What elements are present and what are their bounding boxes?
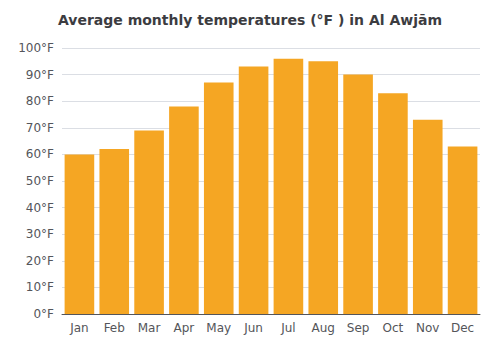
svg-text:Oct: Oct	[383, 321, 404, 335]
svg-text:Apr: Apr	[174, 321, 195, 335]
svg-text:May: May	[206, 321, 231, 335]
svg-text:Feb: Feb	[104, 321, 125, 335]
svg-text:100°F: 100°F	[18, 41, 54, 55]
svg-text:70°F: 70°F	[26, 121, 54, 135]
svg-text:Jan: Jan	[69, 321, 89, 335]
svg-text:Sep: Sep	[347, 321, 370, 335]
svg-text:Jul: Jul	[280, 321, 295, 335]
svg-text:0°F: 0°F	[33, 307, 54, 321]
svg-text:Nov: Nov	[416, 321, 439, 335]
svg-text:60°F: 60°F	[26, 147, 54, 161]
svg-text:80°F: 80°F	[26, 94, 54, 108]
svg-text:20°F: 20°F	[26, 254, 54, 268]
svg-text:Aug: Aug	[312, 321, 335, 335]
svg-text:10°F: 10°F	[26, 280, 54, 294]
svg-text:40°F: 40°F	[26, 201, 54, 215]
svg-text:Mar: Mar	[138, 321, 161, 335]
svg-text:30°F: 30°F	[26, 227, 54, 241]
svg-text:50°F: 50°F	[26, 174, 54, 188]
svg-text:Dec: Dec	[451, 321, 474, 335]
svg-text:Jun: Jun	[243, 321, 263, 335]
svg-text:Average monthly temperatures (: Average monthly temperatures (°F ) in Al…	[58, 12, 442, 28]
svg-text:90°F: 90°F	[26, 68, 54, 82]
